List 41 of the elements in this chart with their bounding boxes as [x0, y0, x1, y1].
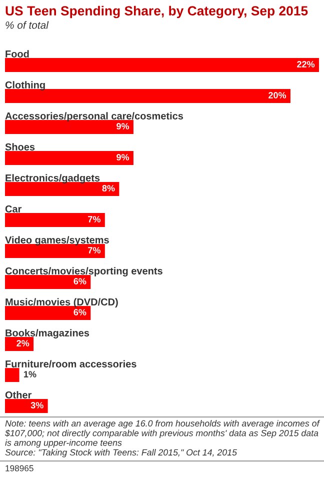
y-tick-label: Clothing [5, 81, 45, 90]
chart-subtitle: % of total [6, 21, 49, 29]
bar [5, 213, 105, 227]
y-tick-label: Shoes [5, 143, 35, 150]
bar [5, 58, 319, 72]
bar [5, 368, 20, 382]
data-label: 9% [116, 154, 130, 160]
text: Note: teens with an average age 16.0 from households with average incomes of $107,000; not directly comparable with previous months' data as Sep 2015 data is among upper-income teens [4, 420, 320, 448]
y-tick-label: Books/magazines [6, 329, 90, 338]
data-label: 9% [116, 123, 130, 130]
bar [5, 182, 120, 196]
chart-title: US Teen Spending Share, by Category, Sep 2015 [6, 6, 308, 18]
bar [5, 306, 91, 320]
y-tick-label: Food [6, 50, 29, 58]
bar [5, 399, 48, 413]
data-label: 8% [102, 185, 115, 192]
data-label: 6% [74, 278, 86, 284]
data-label: 22% [297, 61, 315, 68]
y-tick-label: Electronics/gadgets [6, 174, 100, 184]
y-tick-label: Car [5, 205, 22, 212]
text: 198965 [6, 465, 34, 472]
data-label: 2% [16, 340, 30, 346]
y-tick-label: Music/movies (DVD/CD) [6, 298, 118, 308]
y-tick-label: Video games/systems [5, 236, 109, 246]
data-label: 20% [268, 92, 286, 98]
data-label: 6% [74, 309, 86, 316]
source-note: Source: "Taking Stock with Teens: Fall 2015," Oct 14, 2015 [5, 449, 237, 458]
bar [5, 275, 91, 289]
bar [5, 89, 290, 103]
y-tick-label: Concerts/movies/sporting events [5, 267, 162, 276]
data-label: 3% [30, 402, 44, 408]
y-tick-label: Accessories/personal care/cosmetics [5, 112, 184, 122]
data-label: 7% [88, 216, 101, 222]
bar [5, 151, 134, 165]
data-label: 1% [24, 371, 36, 378]
y-tick-label: Furniture/room accessories [6, 360, 136, 368]
y-tick-label: Other [5, 391, 32, 398]
bar [5, 337, 34, 351]
bar [5, 244, 105, 258]
data-label: 7% [88, 247, 101, 254]
bar [5, 120, 134, 134]
